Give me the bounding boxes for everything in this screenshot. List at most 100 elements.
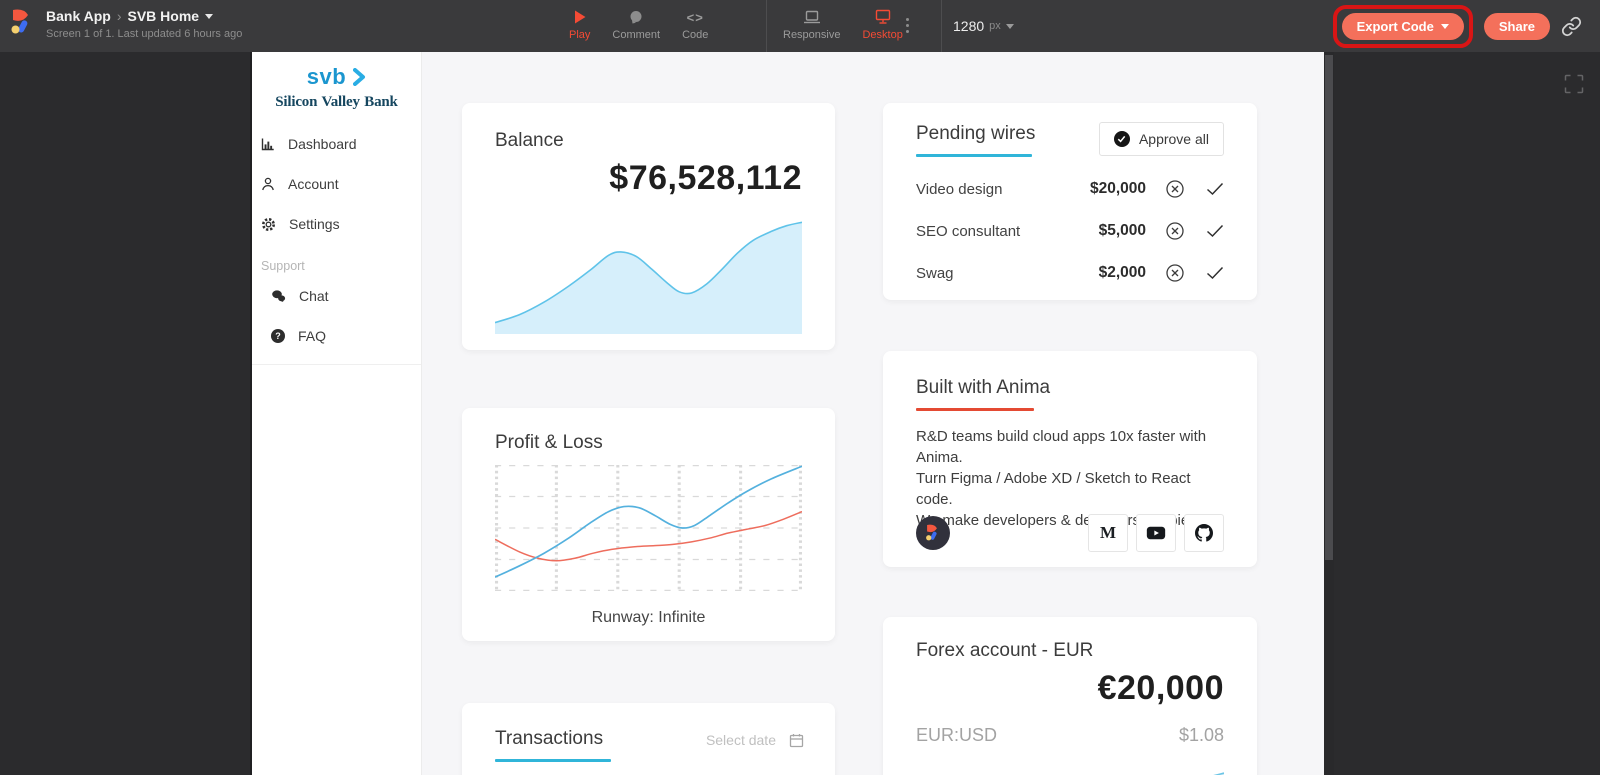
gear-icon [262, 217, 275, 231]
share-label: Share [1498, 18, 1535, 34]
viewport-width-unit: px [989, 20, 1001, 32]
export-code-button[interactable]: Export Code [1341, 12, 1464, 40]
forex-value: €20,000 [1097, 669, 1224, 707]
balance-card: Balance $76,528,112 [462, 103, 835, 350]
toolbar-divider [941, 0, 942, 52]
wire-row: Swag $2,000 [916, 252, 1224, 294]
responsive-toggle[interactable]: Responsive [772, 0, 851, 41]
preview-stage: svb Silicon Valley Bank [0, 52, 1600, 775]
sidebar-item-dashboard[interactable]: Dashboard [252, 124, 421, 164]
forex-title: Forex account - EUR [916, 640, 1094, 661]
project-name: Bank App [46, 8, 111, 24]
fullscreen-icon[interactable] [1564, 74, 1584, 94]
balance-value: $76,528,112 [609, 159, 802, 197]
code-button[interactable]: <> Code [671, 0, 719, 42]
approve-all-label: Approve all [1138, 131, 1209, 147]
check-circle-icon [1113, 131, 1130, 147]
youtube-icon [1146, 526, 1166, 540]
share-button[interactable]: Share [1483, 12, 1550, 40]
sidebar-item-faq[interactable]: ? FAQ [252, 316, 421, 356]
chevron-down-icon[interactable] [205, 13, 214, 19]
anima-logo-icon [11, 9, 28, 34]
laptop-icon [803, 9, 821, 25]
forex-card: Forex account - EUR €20,000 EUR:USD $1.0… [883, 617, 1257, 775]
copy-link-icon[interactable] [1561, 16, 1582, 37]
built-with-anima-card: Built with Anima R&D teams build cloud a… [883, 351, 1257, 567]
comment-icon [629, 9, 643, 25]
forex-pair: EUR:USD [916, 725, 998, 745]
medium-icon: M [1099, 523, 1117, 542]
wire-amount: $5,000 [1098, 222, 1146, 239]
chevron-down-icon [1005, 23, 1014, 29]
approve-wire-icon[interactable] [1206, 266, 1224, 280]
youtube-link-button[interactable] [1136, 514, 1176, 552]
viewport-width-value: 1280 [953, 18, 985, 34]
approve-all-button[interactable]: Approve all [1098, 122, 1224, 156]
sidebar-section-support: Support [261, 259, 305, 273]
anima-text-line: R&D teams build cloud apps 10x faster wi… [916, 428, 1207, 466]
select-date-placeholder: Select date [705, 732, 776, 748]
sidebar-item-label: Account [288, 176, 339, 192]
reject-wire-icon[interactable] [1165, 221, 1185, 241]
medium-link-button[interactable]: M [1088, 514, 1128, 552]
sidebar-item-label: Chat [299, 288, 329, 304]
bank-sidebar: svb Silicon Valley Bank [252, 52, 422, 775]
svb-logo-text: svb [306, 64, 347, 89]
canvas-scrollbar [1324, 52, 1334, 775]
wire-amount: $2,000 [1098, 264, 1146, 281]
wire-name: Video design [916, 180, 1003, 198]
breadcrumb[interactable]: Bank App › SVB Home [46, 8, 242, 24]
wire-row: Video design $20,000 [916, 168, 1224, 210]
anima-logo-badge[interactable] [916, 516, 950, 550]
bar-chart-icon [261, 138, 274, 151]
transactions-card: Transactions Select date [462, 703, 835, 775]
select-date-control[interactable]: Select date [706, 732, 804, 748]
comment-label: Comment [612, 29, 661, 41]
anima-card-title: Built with Anima [916, 377, 1051, 398]
svb-logo: svb Silicon Valley Bank [252, 52, 421, 111]
forex-rate: $1.08 [1178, 725, 1224, 745]
transactions-title: Transactions [495, 728, 604, 749]
sidebar-item-settings[interactable]: Settings [252, 204, 421, 244]
github-link-button[interactable] [1184, 514, 1224, 552]
play-icon [574, 9, 586, 25]
svb-chevron-icon [353, 68, 366, 86]
desktop-toggle[interactable]: Desktop [851, 0, 913, 41]
viewport-width-dropdown[interactable]: 1280 px [953, 0, 1014, 52]
svb-logo-name: Silicon Valley Bank [275, 94, 398, 110]
play-label: Play [569, 29, 591, 41]
more-options-icon[interactable] [900, 16, 915, 35]
reject-wire-icon[interactable] [1165, 179, 1185, 199]
chevron-down-icon [1440, 23, 1449, 29]
design-canvas: svb Silicon Valley Bank [250, 52, 1324, 775]
balance-title: Balance [495, 130, 564, 151]
sidebar-item-label: Settings [289, 216, 340, 232]
scrollbar-thumb[interactable] [1325, 55, 1333, 560]
export-code-label: Export Code [1356, 18, 1434, 34]
wire-row: SEO consultant $5,000 [916, 210, 1224, 252]
sidebar-item-chat[interactable]: Chat [252, 276, 421, 316]
anima-text-line: Turn Figma / Adobe XD / Sketch to React … [916, 470, 1191, 508]
code-label: Code [682, 29, 709, 41]
play-button[interactable]: Play [558, 0, 601, 41]
reject-wire-icon[interactable] [1165, 263, 1185, 283]
profit-loss-title: Profit & Loss [495, 432, 603, 453]
code-icon: <> [686, 9, 704, 25]
screen-status: Screen 1 of 1. Last updated 6 hours ago [46, 28, 243, 40]
comment-button[interactable]: Comment [601, 0, 671, 41]
pending-wires-title: Pending wires [916, 123, 1036, 144]
approve-wire-icon[interactable] [1206, 224, 1224, 238]
forex-area-chart [916, 757, 1224, 775]
sidebar-item-label: Dashboard [288, 136, 357, 152]
approve-wire-icon[interactable] [1206, 182, 1224, 196]
title-underline [916, 154, 1032, 157]
toolbar-divider [766, 0, 767, 52]
sidebar-item-label: FAQ [298, 328, 327, 344]
balance-area-chart [495, 220, 802, 334]
person-icon [262, 177, 274, 191]
title-underline [495, 759, 611, 762]
sidebar-item-account[interactable]: Account [252, 164, 421, 204]
github-icon [1195, 524, 1213, 542]
pending-wires-card: Pending wires Approve all Video design $… [883, 103, 1257, 300]
top-toolbar: Bank App › SVB Home Screen 1 of 1. Last … [0, 0, 1600, 52]
